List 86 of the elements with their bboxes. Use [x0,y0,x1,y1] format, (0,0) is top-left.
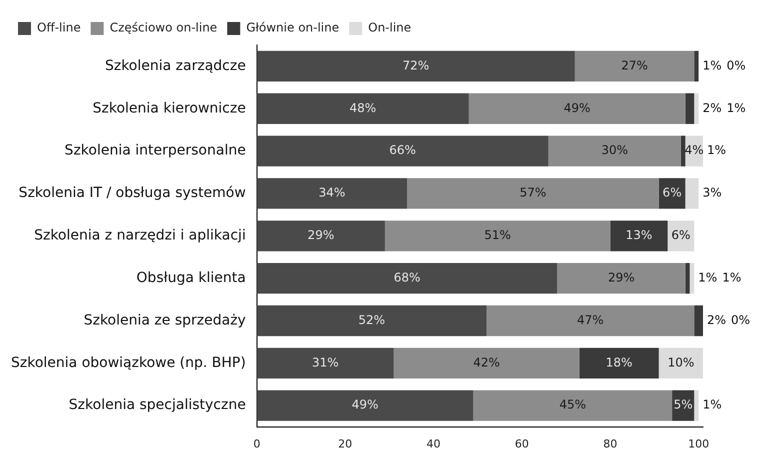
data-label: 45% [559,398,586,412]
y-tick-label: Szkolenia interpersonalne [64,142,246,159]
y-tick-label: Szkolenia obowiązkowe (np. BHP) [10,354,246,371]
data-label: 1% [702,398,722,412]
bar [658,178,686,209]
bar [557,262,686,294]
bar [685,262,690,294]
bar [658,348,703,378]
x-tick-label: 100 [688,437,710,450]
bar [256,390,474,421]
data-label: 13% [626,228,652,242]
bar [256,178,408,209]
data-label: 47% [577,312,604,327]
data-label: 51% [484,228,511,242]
bar [256,262,558,294]
data-label: 52% [358,312,386,327]
data-label: 18% [606,355,632,370]
bar [468,93,686,124]
bar [407,178,659,209]
legend-label: Off-line [37,20,81,35]
bar [610,220,668,252]
bar [256,220,385,252]
legend-label: On-line [368,20,412,35]
legend-label: Częściowo on-line [110,20,218,35]
data-label: 48% [350,100,376,115]
bar [256,348,394,378]
data-label: 1% [702,58,722,72]
data-label: 3% [702,186,722,200]
x-tick-label: 0 [253,437,260,450]
bar [256,136,548,166]
data-label: 57% [520,186,546,200]
data-label: 66% [389,143,416,158]
data-label: 29% [608,270,635,284]
bar [486,305,694,336]
data-label: 49% [352,398,378,412]
data-label: 6% [662,186,682,200]
bar [256,305,487,336]
data-label: 5% [674,398,693,412]
data-label: 68% [394,270,420,284]
bar [694,305,703,336]
bar [574,50,694,82]
data-label: 0% [731,312,750,327]
x-tick-label: 60 [514,437,529,450]
data-label: 72% [402,58,430,72]
y-tick-label: Szkolenia specjalistyczne [68,397,246,414]
bar [685,93,694,124]
legend-label: Głównie on-line [246,20,340,35]
bar [256,50,575,82]
bar [579,348,659,378]
y-tick-label: Szkolenia z narzędzi i aplikacji [34,228,246,244]
data-label: 1% [722,270,742,284]
y-tick-label: Szkolenia IT / obsługa systemów [18,185,246,202]
data-label: 49% [564,100,590,115]
data-label: 29% [308,228,334,242]
bar [694,93,699,124]
bar [394,348,580,378]
data-label: 31% [312,355,339,370]
bar [548,136,681,166]
y-tick-label: Szkolenia zarządcze [104,58,246,74]
data-label: 1% [698,270,718,284]
x-tick-label: 20 [338,437,352,450]
data-label: 6% [671,228,690,242]
y-tick-label: Szkolenia ze sprzedaży [84,312,246,328]
bar [690,262,694,294]
data-label: 42% [473,355,500,370]
bar [694,390,699,421]
data-label: 34% [318,186,346,200]
data-label: 10% [668,355,694,370]
bar [680,136,686,166]
bar [685,178,699,209]
data-label: 30% [601,143,628,158]
data-label: 4% [684,143,704,158]
y-tick-label: Obsługa klienta [136,270,246,286]
data-label: 2% [702,100,722,115]
bar [384,220,610,252]
x-tick-label: 40 [426,437,441,450]
data-label: 2% [707,312,726,327]
x-tick-label: 80 [603,437,618,450]
y-tick-label: Szkolenia kierownicze [92,100,246,116]
data-label: 1% [707,143,726,158]
data-label: 1% [726,100,746,115]
data-label: 0% [726,58,746,72]
bar [694,50,699,82]
bar [256,93,469,124]
data-label: 27% [621,58,648,72]
bar [473,390,672,421]
